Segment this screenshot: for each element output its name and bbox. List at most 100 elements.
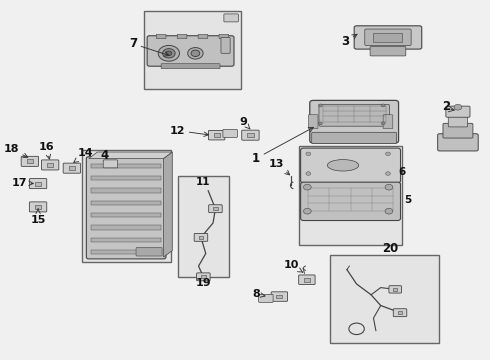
FancyBboxPatch shape [86, 157, 166, 259]
FancyBboxPatch shape [446, 106, 470, 117]
Text: 17: 17 [11, 178, 33, 188]
FancyBboxPatch shape [209, 205, 222, 213]
FancyBboxPatch shape [448, 115, 467, 127]
Circle shape [188, 48, 203, 59]
Circle shape [385, 208, 393, 214]
Circle shape [381, 122, 385, 125]
Bar [198, 236, 203, 239]
Text: 1: 1 [252, 127, 314, 165]
Bar [330, 255, 439, 343]
FancyBboxPatch shape [63, 163, 80, 173]
Bar [35, 181, 41, 186]
Bar [398, 311, 402, 314]
Bar [91, 188, 161, 193]
FancyBboxPatch shape [223, 129, 237, 138]
FancyBboxPatch shape [300, 148, 400, 183]
Bar [69, 166, 75, 170]
Circle shape [381, 104, 385, 107]
Circle shape [385, 184, 393, 190]
FancyBboxPatch shape [196, 273, 210, 281]
Bar [91, 164, 161, 168]
Circle shape [318, 104, 322, 107]
FancyBboxPatch shape [103, 160, 118, 168]
Bar [91, 225, 161, 230]
Circle shape [306, 172, 311, 175]
FancyBboxPatch shape [219, 34, 229, 39]
Bar [35, 205, 41, 209]
Bar [47, 163, 53, 167]
Text: 12: 12 [170, 126, 208, 136]
Bar [178, 176, 229, 277]
Bar [213, 207, 218, 210]
Text: 9: 9 [239, 117, 250, 129]
FancyBboxPatch shape [370, 46, 406, 56]
Text: 18: 18 [3, 144, 28, 157]
Bar [214, 133, 220, 137]
Circle shape [191, 50, 200, 57]
Text: 14: 14 [74, 148, 94, 162]
FancyBboxPatch shape [389, 286, 401, 293]
Bar [91, 250, 161, 254]
Text: 15: 15 [30, 209, 46, 225]
Bar [144, 12, 241, 89]
Text: 11: 11 [196, 177, 211, 187]
Text: 4: 4 [101, 149, 109, 162]
FancyBboxPatch shape [136, 247, 162, 256]
FancyBboxPatch shape [354, 26, 422, 49]
Bar [304, 278, 310, 282]
Text: 2: 2 [442, 100, 450, 113]
FancyBboxPatch shape [312, 132, 396, 143]
Ellipse shape [327, 159, 359, 171]
Text: 3: 3 [341, 34, 357, 49]
Text: 19: 19 [196, 278, 211, 288]
Bar [393, 288, 397, 291]
FancyBboxPatch shape [29, 179, 47, 189]
FancyBboxPatch shape [438, 134, 478, 151]
FancyBboxPatch shape [224, 14, 238, 22]
Circle shape [163, 49, 175, 58]
FancyBboxPatch shape [29, 202, 47, 212]
FancyBboxPatch shape [383, 115, 393, 129]
FancyBboxPatch shape [393, 309, 407, 317]
Bar [91, 176, 161, 180]
Text: 20: 20 [382, 242, 398, 255]
Circle shape [386, 152, 391, 156]
FancyBboxPatch shape [198, 34, 208, 39]
Circle shape [318, 122, 322, 125]
FancyBboxPatch shape [242, 130, 259, 140]
FancyBboxPatch shape [300, 182, 400, 221]
Bar [373, 33, 402, 42]
Circle shape [386, 172, 391, 175]
Circle shape [166, 51, 172, 55]
Bar [27, 159, 33, 163]
Polygon shape [164, 152, 172, 257]
Text: 8: 8 [252, 289, 265, 299]
FancyBboxPatch shape [208, 130, 225, 140]
FancyBboxPatch shape [443, 123, 473, 138]
Text: 6: 6 [398, 167, 406, 177]
FancyBboxPatch shape [319, 104, 390, 126]
Bar [91, 201, 161, 205]
FancyBboxPatch shape [271, 292, 288, 301]
FancyBboxPatch shape [259, 294, 273, 302]
Bar [247, 133, 253, 137]
FancyBboxPatch shape [42, 160, 59, 170]
FancyBboxPatch shape [310, 100, 398, 143]
FancyBboxPatch shape [161, 64, 220, 69]
Circle shape [303, 208, 311, 214]
FancyBboxPatch shape [147, 36, 234, 66]
FancyBboxPatch shape [299, 275, 315, 284]
FancyBboxPatch shape [177, 34, 187, 39]
Polygon shape [89, 152, 172, 158]
Bar [276, 295, 282, 298]
FancyBboxPatch shape [194, 233, 208, 241]
FancyBboxPatch shape [21, 156, 39, 166]
Bar [81, 149, 171, 262]
Circle shape [454, 104, 462, 110]
Text: 10: 10 [283, 260, 303, 272]
Circle shape [158, 45, 179, 61]
Bar [299, 146, 402, 244]
Text: 5: 5 [404, 195, 411, 206]
FancyBboxPatch shape [308, 115, 318, 129]
FancyBboxPatch shape [156, 34, 166, 39]
